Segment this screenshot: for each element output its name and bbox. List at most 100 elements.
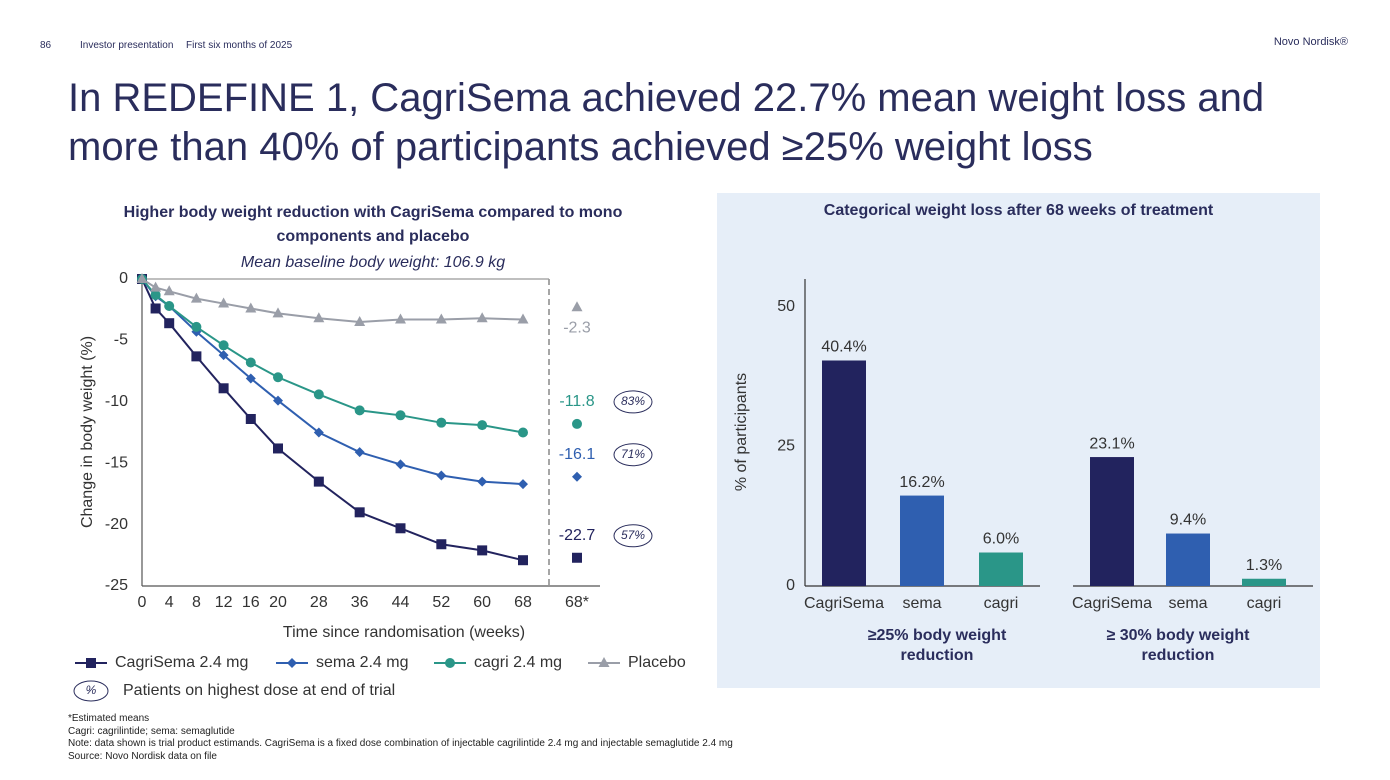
footnote: Cagri: cagrilintide; sema: semaglutide <box>68 725 235 737</box>
marker <box>218 350 229 361</box>
marker <box>354 315 366 326</box>
legend-label: CagriSema 2.4 mg <box>115 654 248 671</box>
x-tick-label: 0 <box>138 594 147 611</box>
marker <box>354 507 365 518</box>
footnote: *Estimated means <box>68 713 150 724</box>
marker <box>354 447 365 458</box>
x-tick-label: 12 <box>215 594 233 611</box>
marker <box>245 302 257 313</box>
bar <box>1166 533 1210 586</box>
x-tick-label: 4 <box>165 594 174 611</box>
dose-badge-label: 57% <box>621 528 645 542</box>
x-tick-label: CagriSema <box>1072 595 1152 612</box>
x-tick-label: 8 <box>192 594 201 611</box>
bar <box>1242 578 1286 586</box>
estimate-label: -11.8 <box>559 393 594 410</box>
x-tick-label: 36 <box>351 594 369 611</box>
page-number: 86 <box>40 40 52 51</box>
brand: Novo Nordisk® <box>1273 36 1348 48</box>
marker <box>313 476 324 487</box>
x-tick-label: sema <box>1168 595 1207 612</box>
y-tick-label: -20 <box>105 516 128 533</box>
y-tick-label: -5 <box>114 332 128 349</box>
marker <box>598 657 610 667</box>
x-tick-label: 16 <box>242 594 260 611</box>
value-label: 9.4% <box>1170 512 1206 529</box>
footnote: Note: data shown is trial product estima… <box>68 738 733 750</box>
marker <box>435 313 447 324</box>
header-section: Investor presentation <box>80 40 174 51</box>
marker <box>136 273 148 283</box>
estimate-label: -22.7 <box>559 527 596 544</box>
y-tick-label: -25 <box>105 577 128 594</box>
marker <box>571 301 583 312</box>
marker <box>218 383 229 394</box>
marker <box>245 413 256 424</box>
marker <box>477 476 488 487</box>
x-tick-label: 68* <box>565 594 589 611</box>
marker <box>436 417 447 428</box>
marker <box>163 285 175 296</box>
marker <box>86 658 96 668</box>
x-tick-label: 20 <box>269 594 287 611</box>
marker <box>313 312 325 323</box>
marker <box>477 545 488 556</box>
marker <box>273 395 283 406</box>
chart-title: Higher body weight reduction with CagriS… <box>123 204 623 245</box>
marker <box>572 418 582 429</box>
marker <box>273 443 283 454</box>
marker <box>190 292 202 303</box>
y-tick-label: 0 <box>786 577 795 594</box>
value-label: 1.3% <box>1246 557 1282 574</box>
group-label: ≥ 30% body weight reduction <box>1106 627 1250 664</box>
marker <box>395 523 406 534</box>
marker <box>218 340 229 351</box>
marker <box>395 313 406 324</box>
y-tick-label: 50 <box>777 298 795 315</box>
group-label: ≥25% body weight reduction <box>867 627 1007 664</box>
marker <box>191 321 202 332</box>
marker <box>164 318 175 329</box>
marker <box>150 303 161 314</box>
bar <box>822 360 866 586</box>
value-label: 23.1% <box>1089 435 1134 452</box>
marker <box>164 301 175 312</box>
marker <box>218 297 230 308</box>
marker <box>518 555 528 566</box>
dose-badge-label: 71% <box>621 447 645 461</box>
marker <box>313 389 324 400</box>
marker <box>517 313 529 324</box>
marker <box>572 471 582 482</box>
bar <box>900 495 944 586</box>
legend-label: sema 2.4 mg <box>316 654 408 671</box>
x-tick-label: sema <box>902 595 941 612</box>
bar <box>979 552 1023 586</box>
y-tick-label: 0 <box>119 270 128 287</box>
value-label: 40.4% <box>821 339 866 356</box>
chart-subtitle: Mean baseline body weight: 106.9 kg <box>240 254 506 271</box>
x-tick-label: cagri <box>1247 595 1282 612</box>
legend-label: cagri 2.4 mg <box>474 654 562 671</box>
marker <box>150 281 162 292</box>
value-label: 16.2% <box>899 474 944 491</box>
marker <box>436 470 447 481</box>
x-tick-label: cagri <box>984 595 1019 612</box>
series-line <box>141 278 524 486</box>
legend-badge <box>73 680 109 702</box>
footnotes: *Estimated means Cagri: cagrilintide; se… <box>68 713 733 764</box>
legend-label: Patients on highest dose at end of trial <box>123 682 395 699</box>
x-tick-label: 28 <box>310 594 328 611</box>
legend-badge-symbol: % <box>86 683 97 697</box>
header-period: First six months of 2025 <box>186 40 293 51</box>
y-tick-label: -15 <box>105 454 128 471</box>
marker <box>313 427 324 438</box>
dose-badge <box>613 390 653 414</box>
marker <box>436 539 447 550</box>
x-tick-label: 52 <box>432 594 450 611</box>
bar <box>1090 457 1134 586</box>
marker <box>445 658 455 668</box>
estimate-label: -2.3 <box>563 319 591 336</box>
x-tick-label: 60 <box>473 594 491 611</box>
